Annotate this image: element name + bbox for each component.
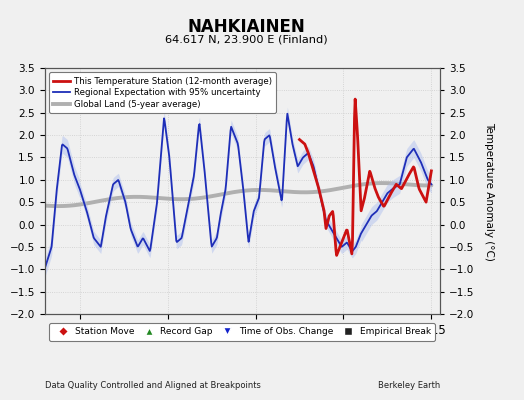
Y-axis label: Temperature Anomaly (°C): Temperature Anomaly (°C) [484,122,494,260]
Legend: Station Move, Record Gap, Time of Obs. Change, Empirical Break: Station Move, Record Gap, Time of Obs. C… [49,323,435,341]
Text: NAHKIAINEN: NAHKIAINEN [188,18,305,36]
Text: Berkeley Earth: Berkeley Earth [378,381,440,390]
Legend: This Temperature Station (12-month average), Regional Expectation with 95% uncer: This Temperature Station (12-month avera… [49,72,276,113]
Text: Data Quality Controlled and Aligned at Breakpoints: Data Quality Controlled and Aligned at B… [45,381,260,390]
Text: 64.617 N, 23.900 E (Finland): 64.617 N, 23.900 E (Finland) [165,34,328,44]
